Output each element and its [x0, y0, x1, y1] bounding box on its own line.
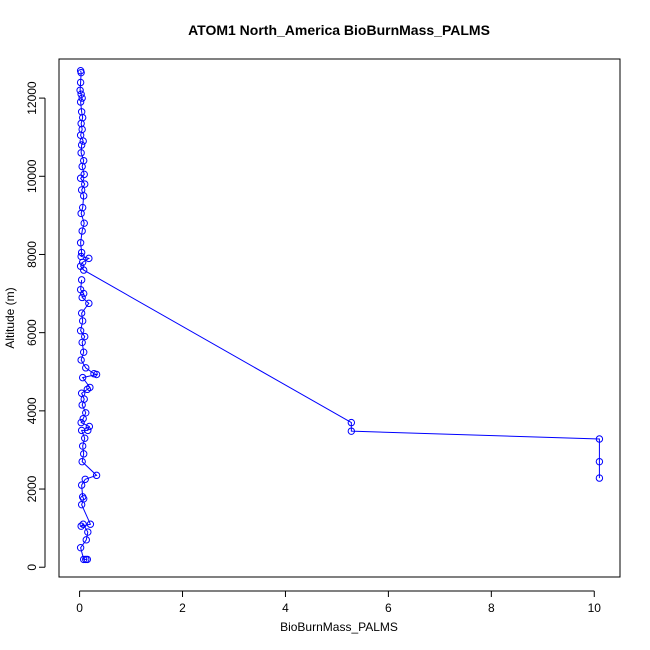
- data-point: [78, 317, 87, 325]
- data-point: [79, 414, 87, 423]
- data-point: [78, 442, 87, 450]
- data-point: [79, 520, 87, 528]
- y-tick-label: 4000: [25, 397, 39, 424]
- data-point: [80, 219, 88, 227]
- data-point: [84, 528, 92, 536]
- data-point: [77, 149, 85, 157]
- data-point: [80, 266, 88, 274]
- data-point: [77, 141, 86, 149]
- x-tick-label: 0: [76, 601, 83, 615]
- data-point: [81, 180, 89, 188]
- data-point: [77, 68, 85, 77]
- data-point: [78, 401, 86, 409]
- data-point: [77, 500, 86, 509]
- data-point: [77, 90, 85, 98]
- data-point: [77, 389, 86, 397]
- y-tick-label: 10000: [25, 159, 39, 193]
- data-point: [80, 555, 88, 564]
- y-axis-label: Altitude (m): [3, 287, 17, 348]
- data-point: [78, 162, 86, 171]
- data-point: [78, 338, 86, 347]
- y-tick-label: 8000: [25, 241, 39, 268]
- x-tick-label: 8: [488, 601, 495, 615]
- data-point: [85, 422, 94, 431]
- data-point: [85, 254, 93, 263]
- plot-frame: [58, 58, 621, 578]
- data-point: [77, 309, 86, 317]
- y-tick-label: 0: [25, 564, 39, 571]
- data-point: [81, 475, 89, 483]
- data-point: [76, 131, 85, 139]
- data-point: [83, 385, 92, 394]
- data-point: [82, 409, 90, 417]
- data-point: [595, 457, 604, 466]
- data-point: [82, 364, 90, 372]
- data-point: [79, 137, 87, 145]
- y-axis: 0 2000 4000 6000 8000 10000 12000: [25, 81, 46, 571]
- y-tick-label: 6000: [25, 319, 39, 346]
- data-point: [81, 434, 89, 442]
- data-point: [82, 536, 90, 544]
- data-point: [77, 418, 85, 427]
- data-point: [78, 293, 86, 302]
- data-point: [80, 348, 88, 356]
- y-tick-label: 12000: [25, 81, 39, 115]
- data-point: [595, 474, 604, 482]
- data-point: [77, 522, 85, 530]
- data-point: [595, 435, 604, 443]
- data-point: [78, 258, 87, 266]
- data-point: [81, 332, 89, 341]
- x-axis-label: BioBurnMass_PALMS: [280, 620, 398, 634]
- data-point: [76, 543, 85, 552]
- data-point: [78, 94, 86, 102]
- data-point: [85, 299, 93, 308]
- data-point: [78, 373, 87, 382]
- x-tick-label: 4: [282, 601, 289, 615]
- data-point: [76, 86, 84, 94]
- data-point: [80, 289, 88, 298]
- x-tick-label: 6: [385, 601, 392, 615]
- data-point: [80, 192, 88, 200]
- series-layer: [76, 67, 604, 564]
- x-axis: 0 2 4 6 8 10: [76, 590, 602, 615]
- data-point: [80, 450, 88, 458]
- data-point: [76, 78, 85, 87]
- data-point: [78, 227, 86, 235]
- series-line-1: [79, 70, 600, 479]
- data-point: [92, 471, 101, 480]
- data-point: [92, 370, 101, 379]
- data-point: [76, 98, 85, 106]
- data-point: [78, 457, 86, 466]
- data-point: [76, 239, 85, 247]
- data-point: [77, 209, 85, 218]
- data-point: [76, 327, 85, 335]
- y-tick-label: 2000: [25, 475, 39, 502]
- x-tick-label: 2: [179, 601, 186, 615]
- data-point: [83, 555, 92, 564]
- data-point: [77, 276, 86, 284]
- data-point: [86, 520, 95, 528]
- data-point: [76, 174, 85, 182]
- data-point: [77, 248, 86, 257]
- chart-title: ATOM1 North_America BioBurnMass_PALMS: [188, 22, 490, 38]
- data-point: [77, 356, 85, 364]
- data-point: [347, 418, 356, 427]
- x-tick-label: 10: [588, 601, 602, 615]
- data-point: [347, 427, 356, 435]
- data-point: [77, 426, 86, 435]
- data-point: [77, 481, 86, 489]
